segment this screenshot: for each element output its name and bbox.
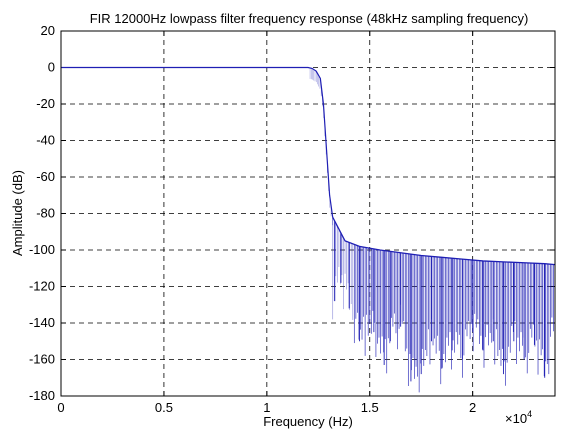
x-tick-label: 0: [57, 400, 64, 415]
passband-transition-line: [61, 66, 334, 218]
x-tick-labels: 0 0.5 1 1.5 2: [57, 400, 476, 415]
y-tick-label: -80: [36, 206, 55, 221]
y-tick-label: -20: [36, 96, 55, 111]
grid-lines: [61, 31, 555, 396]
y-tick-label: -180: [29, 388, 55, 403]
y-axis-label: Amplitude (dB): [10, 170, 25, 256]
y-tick-label: -100: [29, 242, 55, 257]
stopband-envelope: [332, 216, 556, 266]
x-multiplier: ×104: [505, 409, 532, 426]
x-tick-label: 0.5: [155, 400, 173, 415]
y-tick-label: 20: [41, 23, 55, 38]
y-tick-label: -140: [29, 315, 55, 330]
x-multiplier-base: ×10: [505, 411, 527, 426]
y-tick-label: -60: [36, 169, 55, 184]
y-tick-labels: 20 0 -20 -40 -60 -80 -100 -120 -140 -160 -180: [29, 23, 55, 403]
x-tick-label: 1: [263, 400, 270, 415]
y-tick-label: -160: [29, 352, 55, 367]
response-curve: [61, 66, 556, 393]
axis-ticks: [60, 30, 555, 397]
x-tick-label: 2: [469, 400, 476, 415]
plot-frame: [60, 30, 556, 397]
x-axis-label: Frequency (Hz): [263, 414, 353, 429]
y-tick-label: 0: [48, 60, 55, 75]
chart-title: FIR 12000Hz lowpass filter frequency res…: [90, 11, 529, 26]
x-tick-label: 1.5: [361, 400, 379, 415]
y-tick-label: -40: [36, 133, 55, 148]
x-multiplier-exponent: 4: [527, 409, 532, 419]
y-tick-label: -120: [29, 279, 55, 294]
